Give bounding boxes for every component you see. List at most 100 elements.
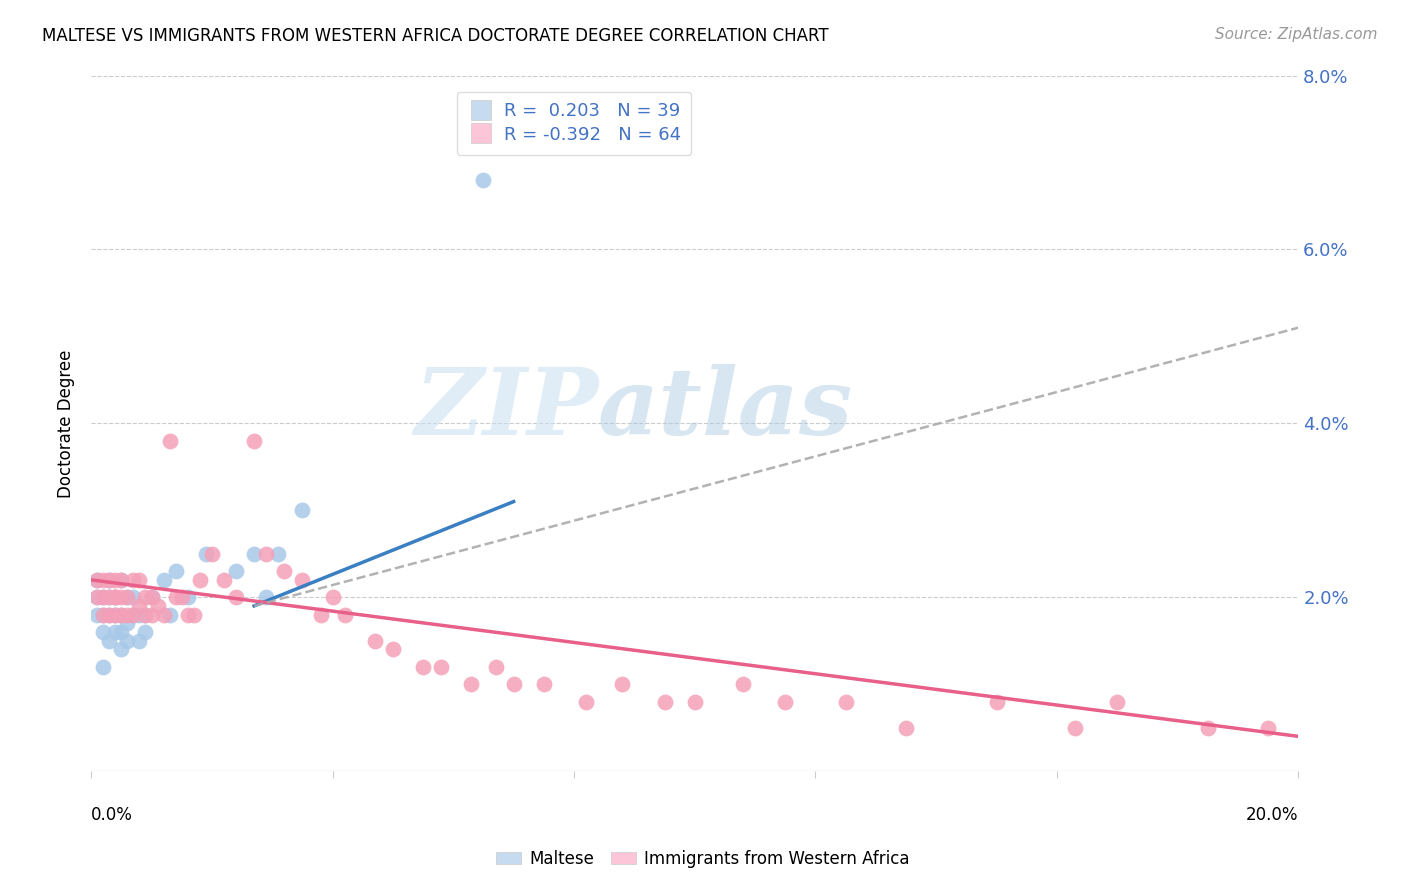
Point: [472, 173, 495, 187]
Point: [110, 607, 132, 622]
Point: [104, 573, 127, 587]
Legend: R =  0.203   N = 39, R = -0.392   N = 64: R = 0.203 N = 39, R = -0.392 N = 64: [457, 92, 692, 154]
Point: [986, 695, 1008, 709]
Point: [309, 607, 332, 622]
Point: [98, 591, 121, 605]
Point: [254, 547, 277, 561]
Point: [430, 660, 453, 674]
Point: [165, 591, 187, 605]
Y-axis label: Doctorate Degree: Doctorate Degree: [58, 349, 75, 498]
Point: [731, 677, 754, 691]
Point: [267, 547, 290, 561]
Point: [188, 573, 211, 587]
Point: [110, 625, 132, 640]
Point: [212, 573, 235, 587]
Point: [117, 591, 139, 605]
Point: [152, 573, 174, 587]
Legend: Maltese, Immigrants from Western Africa: Maltese, Immigrants from Western Africa: [489, 844, 917, 875]
Point: [122, 573, 145, 587]
Point: [134, 607, 156, 622]
Point: [86, 591, 108, 605]
Text: ZIP: ZIP: [413, 365, 598, 454]
Point: [91, 591, 114, 605]
Text: 0.0%: 0.0%: [91, 805, 134, 824]
Point: [775, 695, 797, 709]
Point: [225, 564, 247, 578]
Point: [225, 591, 247, 605]
Point: [128, 607, 150, 622]
Point: [98, 573, 121, 587]
Point: [104, 591, 127, 605]
Point: [98, 607, 121, 622]
Point: [117, 616, 139, 631]
Point: [177, 607, 200, 622]
Point: [91, 625, 114, 640]
Text: Source: ZipAtlas.com: Source: ZipAtlas.com: [1215, 27, 1378, 42]
Point: [159, 434, 181, 448]
Point: [86, 573, 108, 587]
Point: [502, 677, 524, 691]
Point: [194, 547, 217, 561]
Point: [1257, 721, 1279, 735]
Point: [412, 660, 434, 674]
Point: [98, 607, 121, 622]
Point: [612, 677, 634, 691]
Point: [381, 642, 404, 657]
Point: [152, 607, 174, 622]
Point: [134, 625, 156, 640]
Point: [177, 591, 200, 605]
Point: [146, 599, 169, 613]
Point: [104, 591, 127, 605]
Point: [91, 591, 114, 605]
Point: [117, 607, 139, 622]
Point: [683, 695, 706, 709]
Point: [91, 607, 114, 622]
Point: [243, 547, 266, 561]
Point: [141, 591, 163, 605]
Point: [291, 503, 314, 517]
Point: [86, 591, 108, 605]
Point: [117, 633, 139, 648]
Point: [104, 607, 127, 622]
Point: [110, 573, 132, 587]
Point: [1107, 695, 1129, 709]
Point: [460, 677, 482, 691]
Point: [333, 607, 356, 622]
Point: [110, 642, 132, 657]
Point: [122, 607, 145, 622]
Point: [104, 591, 127, 605]
Text: atlas: atlas: [598, 365, 853, 454]
Point: [91, 607, 114, 622]
Point: [654, 695, 676, 709]
Point: [834, 695, 856, 709]
Point: [134, 591, 156, 605]
Point: [110, 573, 132, 587]
Point: [110, 591, 132, 605]
Point: [484, 660, 506, 674]
Point: [183, 607, 205, 622]
Point: [894, 721, 917, 735]
Point: [1197, 721, 1219, 735]
Point: [86, 607, 108, 622]
Point: [104, 625, 127, 640]
Point: [533, 677, 555, 691]
Point: [201, 547, 224, 561]
Point: [159, 607, 181, 622]
Point: [110, 607, 132, 622]
Point: [134, 607, 156, 622]
Point: [122, 607, 145, 622]
Point: [322, 591, 344, 605]
Point: [91, 573, 114, 587]
Point: [98, 591, 121, 605]
Point: [128, 633, 150, 648]
Point: [273, 564, 295, 578]
Point: [291, 573, 314, 587]
Text: 20.0%: 20.0%: [1246, 805, 1298, 824]
Point: [141, 591, 163, 605]
Point: [104, 607, 127, 622]
Point: [141, 607, 163, 622]
Point: [254, 591, 277, 605]
Text: MALTESE VS IMMIGRANTS FROM WESTERN AFRICA DOCTORATE DEGREE CORRELATION CHART: MALTESE VS IMMIGRANTS FROM WESTERN AFRIC…: [42, 27, 828, 45]
Point: [170, 591, 193, 605]
Point: [364, 633, 387, 648]
